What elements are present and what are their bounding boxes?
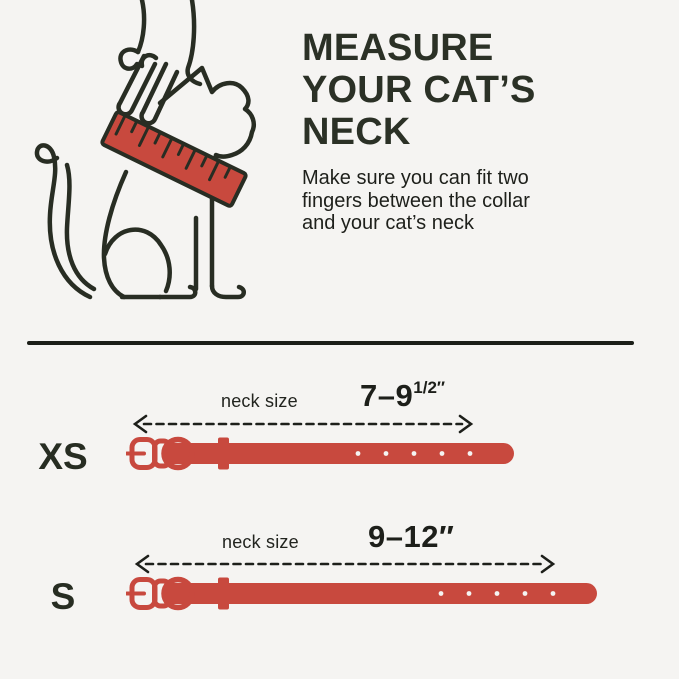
- range-value: 7–9: [360, 378, 414, 413]
- neck-size-caption-xs: neck size: [221, 391, 298, 411]
- section-divider: [27, 341, 634, 345]
- page-title-line: YOUR CAT’S: [302, 69, 536, 111]
- collar-graphic-s: [126, 576, 597, 611]
- instruction-line: and your cat’s neck: [302, 212, 474, 234]
- cat-measuring-illustration: [34, 0, 256, 300]
- measure-arrow-xs: [132, 414, 474, 434]
- page-title-line: MEASURE: [302, 27, 494, 69]
- range-value: 9–12″: [368, 519, 455, 554]
- page-title-line: NECK: [302, 111, 411, 153]
- instruction-line: Make sure you can fit two: [302, 167, 529, 189]
- measure-arrow-s: [134, 554, 556, 574]
- range-fraction: 1/2″: [413, 377, 446, 397]
- measuring-tape-graphic: [100, 110, 248, 208]
- cat-graphic: [101, 65, 256, 300]
- cat-tail: [34, 143, 97, 300]
- neck-size-range-xs: 7–91/2″: [360, 377, 446, 413]
- instruction-text: Make sure you can fit two fingers betwee…: [302, 167, 530, 235]
- size-label-xs: XS: [38, 436, 88, 477]
- hand-graphic: [116, 0, 203, 126]
- size-label-s: S: [50, 576, 76, 617]
- neck-size-range-s: 9–12″: [368, 521, 454, 552]
- neck-size-caption-s: neck size: [222, 532, 299, 552]
- page-title: MEASURE YOUR CAT’S NECK: [302, 27, 536, 153]
- collar-graphic-xs: [126, 436, 514, 471]
- instruction-line: fingers between the collar: [302, 189, 530, 212]
